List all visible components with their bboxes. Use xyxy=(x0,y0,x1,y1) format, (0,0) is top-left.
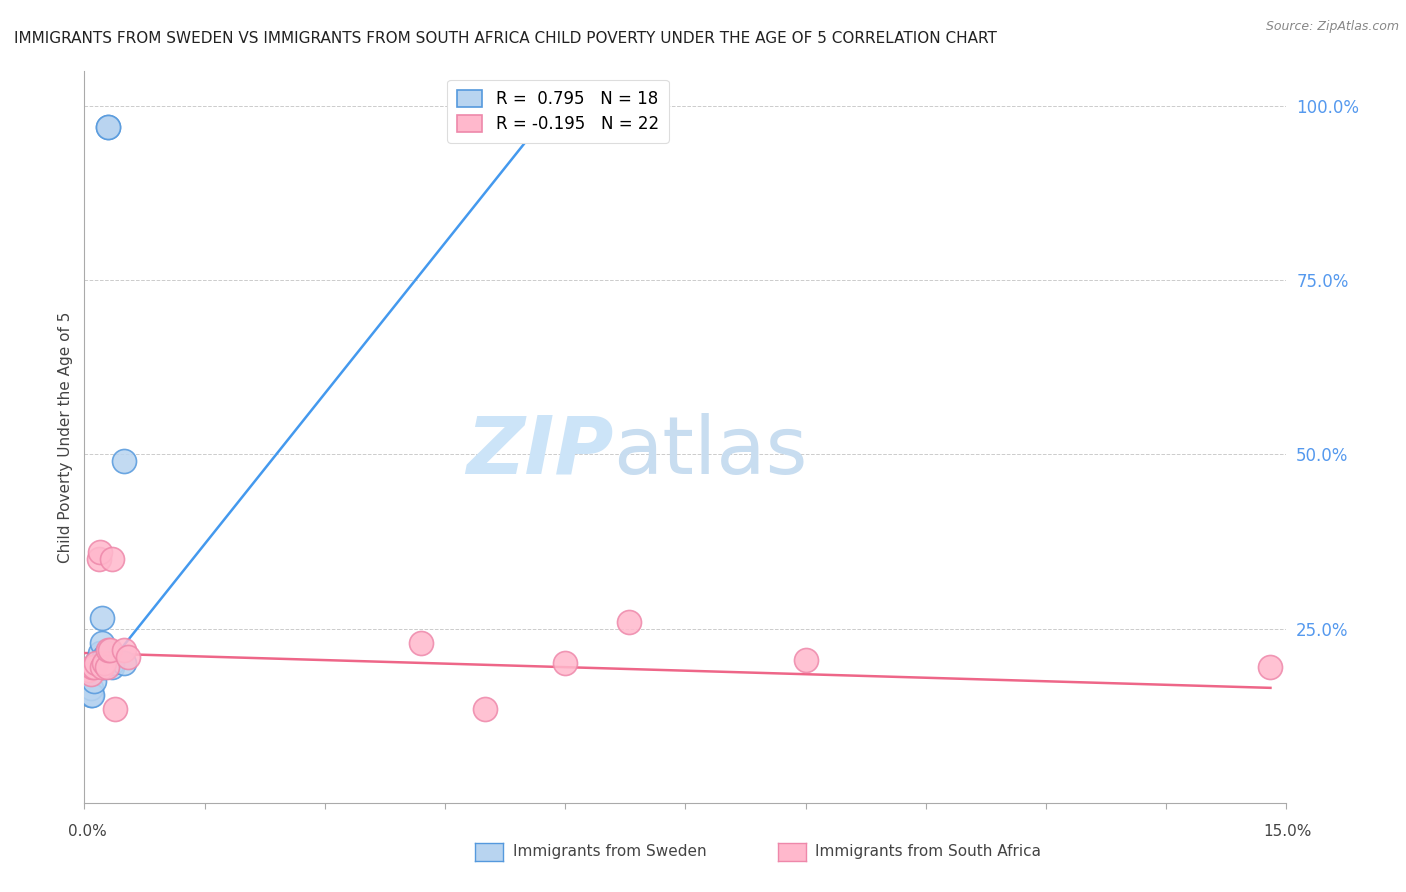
Point xyxy=(474,702,496,716)
Point xyxy=(97,642,120,657)
Point xyxy=(101,657,124,671)
Point xyxy=(97,120,120,134)
Text: Source: ZipAtlas.com: Source: ZipAtlas.com xyxy=(1265,20,1399,33)
Point xyxy=(554,657,576,671)
Point xyxy=(83,673,105,688)
Point xyxy=(86,657,108,671)
Text: IMMIGRANTS FROM SWEDEN VS IMMIGRANTS FROM SOUTH AFRICA CHILD POVERTY UNDER THE A: IMMIGRANTS FROM SWEDEN VS IMMIGRANTS FRO… xyxy=(14,31,997,46)
Point xyxy=(91,611,114,625)
Point xyxy=(80,667,103,681)
Point xyxy=(82,688,104,702)
Point xyxy=(1260,660,1282,674)
Point xyxy=(101,660,124,674)
Text: atlas: atlas xyxy=(613,413,807,491)
Point xyxy=(86,657,108,671)
Point xyxy=(91,660,114,674)
Point xyxy=(98,642,121,657)
Point xyxy=(80,688,103,702)
Point xyxy=(87,552,110,566)
Text: Immigrants from Sweden: Immigrants from Sweden xyxy=(513,845,707,859)
Point xyxy=(114,642,135,657)
Point xyxy=(77,664,100,678)
Text: 0.0%: 0.0% xyxy=(67,824,107,838)
Text: Immigrants from South Africa: Immigrants from South Africa xyxy=(815,845,1042,859)
Point xyxy=(97,120,120,134)
Point xyxy=(80,681,103,695)
Point xyxy=(114,657,135,671)
Legend: R =  0.795   N = 18, R = -0.195   N = 22: R = 0.795 N = 18, R = -0.195 N = 22 xyxy=(447,79,669,143)
Y-axis label: Child Poverty Under the Age of 5: Child Poverty Under the Age of 5 xyxy=(58,311,73,563)
Point xyxy=(114,454,135,468)
Point xyxy=(82,660,104,674)
Point xyxy=(83,660,105,674)
Point xyxy=(93,649,115,664)
Point xyxy=(89,545,111,559)
Point xyxy=(101,552,124,566)
Point xyxy=(83,660,105,674)
Text: 15.0%: 15.0% xyxy=(1264,824,1312,838)
Point xyxy=(794,653,817,667)
Point xyxy=(104,702,127,716)
Text: ZIP: ZIP xyxy=(465,413,613,491)
Point xyxy=(91,635,114,649)
Point xyxy=(96,660,118,674)
Point xyxy=(93,660,115,674)
Point xyxy=(89,646,111,660)
Point xyxy=(96,646,118,660)
Point xyxy=(409,635,432,649)
Point xyxy=(93,657,115,671)
Point xyxy=(619,615,641,629)
Point xyxy=(117,649,139,664)
